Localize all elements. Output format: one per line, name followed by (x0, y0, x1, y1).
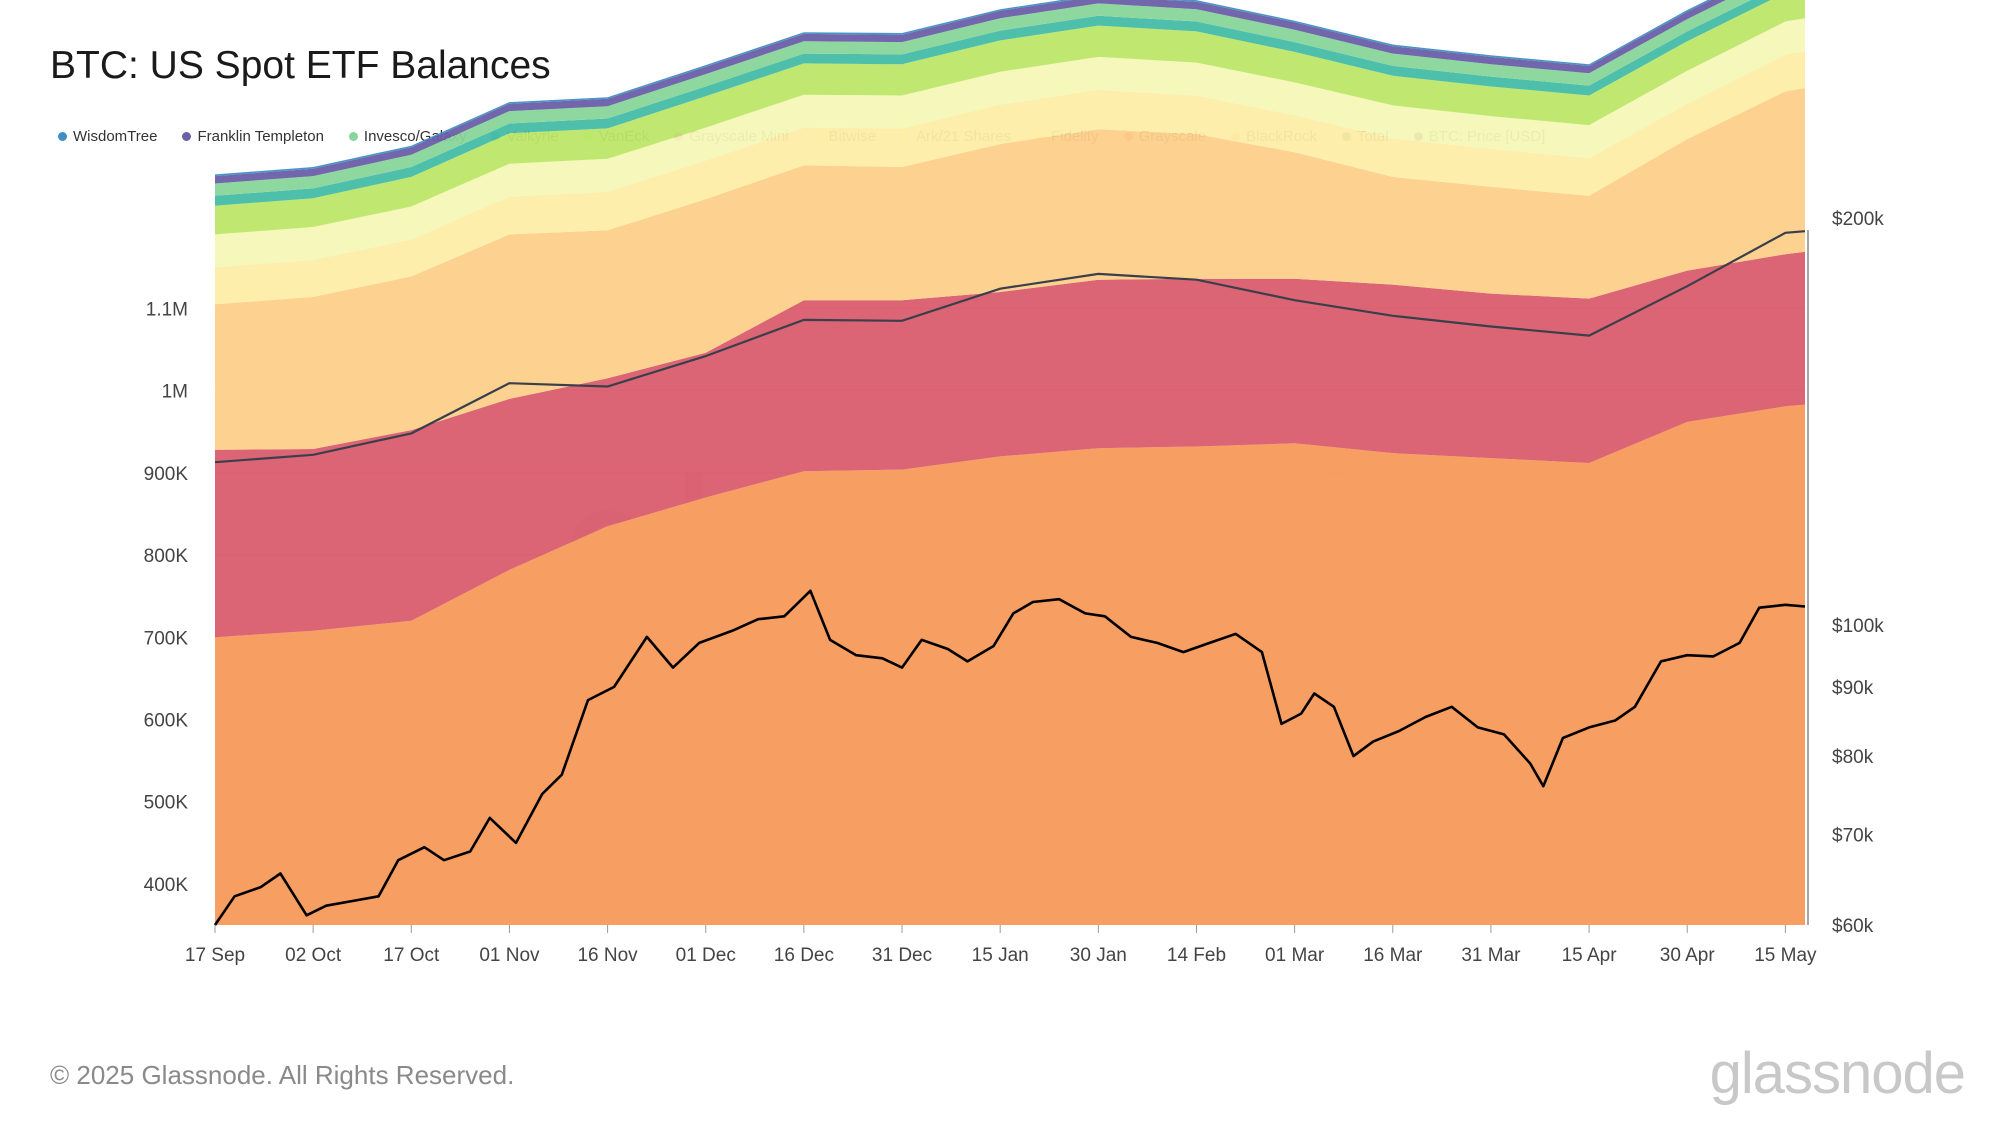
x-tick-label: 01 Nov (479, 945, 540, 966)
area-vaneck (215, 0, 1805, 235)
x-tick-label: 30 Apr (1660, 945, 1716, 966)
copyright-footer: © 2025 Glassnode. All Rights Reserved. (50, 1060, 515, 1090)
glassnode-logo: glassnode (1709, 1041, 1966, 1106)
x-tick-label: 31 Mar (1461, 945, 1521, 966)
x-tick-label: 01 Mar (1265, 945, 1325, 966)
x-tick-label: 15 Jan (972, 945, 1029, 966)
y-right-tick-label: $80k (1832, 747, 1874, 768)
legend-label: Franklin Templeton (197, 128, 324, 145)
area-ark-21-shares (215, 51, 1805, 305)
area-blackrock (215, 404, 1805, 926)
y-right-tick-label: $200k (1832, 209, 1884, 230)
legend-item-wisdomtree[interactable]: WisdomTree (58, 128, 157, 145)
line-btc-price (213, 589, 1806, 926)
area-fidelity (215, 88, 1805, 450)
y-right-tick-label: $70k (1832, 825, 1874, 846)
x-tick-label: 16 Mar (1363, 945, 1423, 966)
x-tick-label: 15 May (1754, 945, 1817, 966)
chart-title: BTC: US Spot ETF Balances (50, 44, 551, 87)
y-left-tick-label: 900K (144, 464, 189, 485)
x-tick-label: 17 Oct (383, 945, 440, 966)
y-left-tick-label: 800K (144, 546, 189, 567)
stacked-areas (215, 0, 1805, 926)
y-right-tick-label: $100k (1832, 616, 1884, 637)
y-left-tick-label: 400K (144, 875, 189, 896)
y-left-tick-label: 1.1M (146, 299, 188, 320)
y-left-tick-label: 600K (144, 710, 189, 731)
axes: 400K 500K 600K 700K 800K 900K 1M 1.1M $60k $70k $8… (144, 209, 1885, 966)
legend-dot-icon (182, 132, 192, 141)
legend-label: WisdomTree (73, 128, 158, 145)
y-left-tick-label: 700K (144, 628, 189, 649)
area-bitwise (215, 18, 1805, 268)
y-right-tick-label: $90k (1832, 678, 1874, 699)
x-tick-label: 31 Dec (872, 945, 932, 966)
x-tick-label: 01 Dec (676, 945, 736, 966)
legend-dot-icon (348, 132, 358, 141)
legend-item-franklin-templeton[interactable]: Franklin Templeton (182, 128, 324, 145)
legend-dot-icon (58, 132, 67, 141)
area-valkyrie (215, 0, 1771, 206)
y-left-tick-label: 500K (144, 793, 189, 814)
y-left-tick-label: 1M (162, 382, 188, 403)
series-lines (213, 230, 1806, 926)
area-invesco-galaxy (215, 0, 1751, 196)
x-tick-label: 15 Apr (1562, 945, 1618, 966)
x-tick-label: 17 Sep (185, 945, 245, 966)
x-tick-label: 14 Feb (1167, 945, 1226, 966)
x-tick-label: 02 Oct (285, 945, 342, 966)
x-tick-label: 16 Nov (577, 945, 638, 966)
area-grayscale (215, 251, 1805, 638)
x-tick-label: 16 Dec (774, 945, 834, 966)
line-total (214, 230, 1806, 464)
y-right-tick-label: $60k (1832, 916, 1874, 937)
x-tick-label: 30 Jan (1070, 945, 1127, 966)
